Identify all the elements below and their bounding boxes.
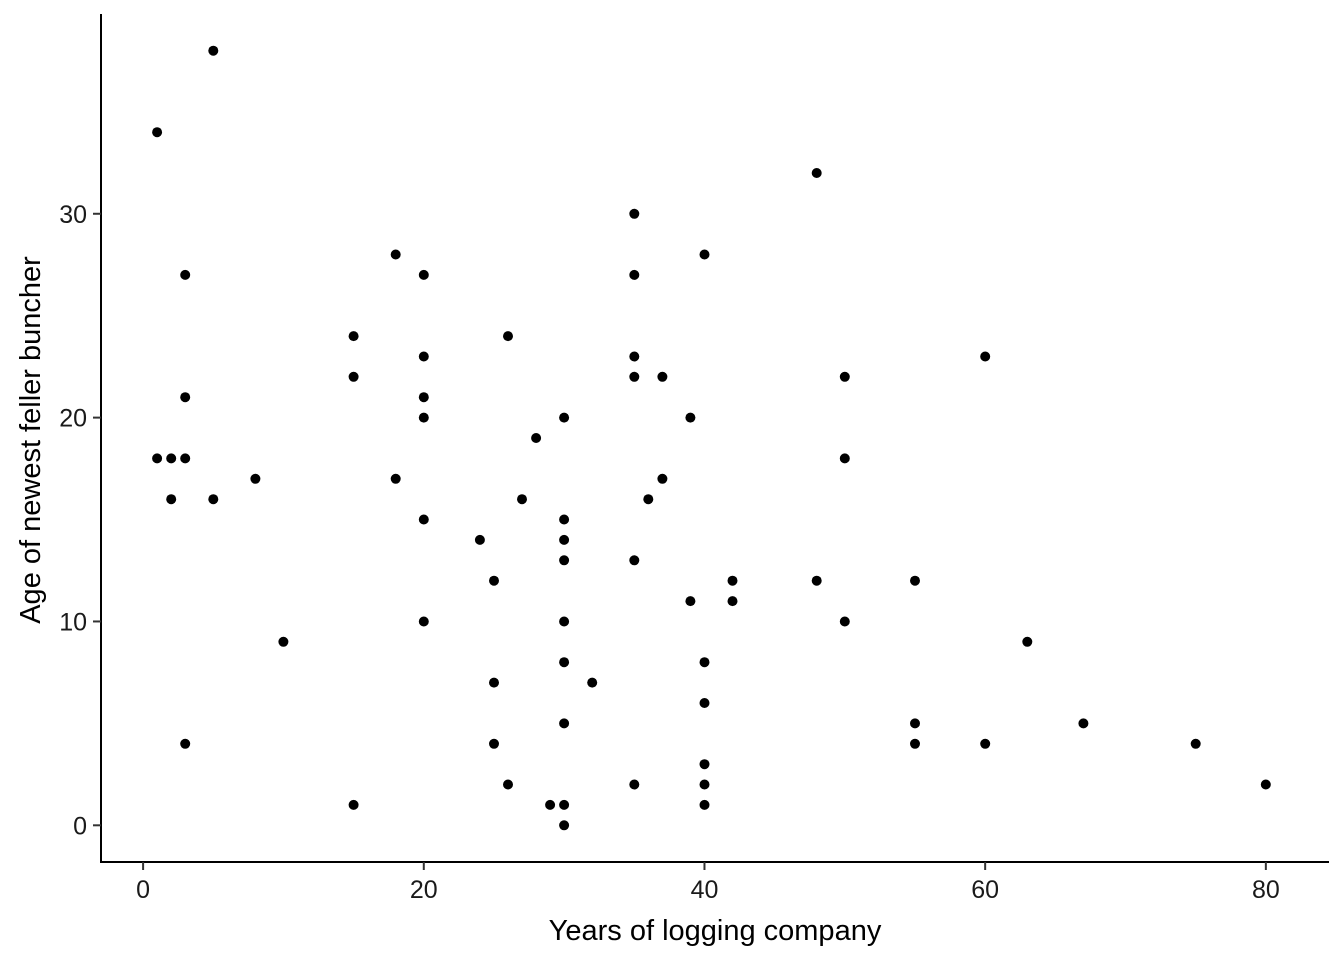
- data-point: [390, 249, 401, 260]
- data-point: [839, 371, 850, 382]
- data-point: [180, 392, 191, 403]
- y-tick-label: 0: [73, 812, 87, 840]
- y-tick-label: 20: [59, 405, 87, 433]
- data-point: [348, 331, 359, 342]
- data-point: [418, 616, 429, 627]
- data-point: [811, 168, 822, 178]
- data-point: [587, 677, 598, 688]
- data-point: [699, 698, 710, 708]
- data-point: [489, 575, 499, 586]
- data-point: [1078, 718, 1089, 729]
- data-point: [489, 677, 499, 688]
- data-point: [517, 494, 527, 505]
- data-point: [699, 799, 710, 810]
- data-point: [559, 412, 570, 423]
- data-point: [208, 45, 219, 56]
- data-point: [559, 534, 570, 545]
- data-point: [685, 596, 696, 607]
- x-tick-label: 40: [691, 876, 719, 904]
- y-axis-title: Age of newest feller buncher: [15, 256, 47, 624]
- points-layer: [152, 45, 1271, 831]
- data-point: [278, 636, 289, 647]
- data-point: [839, 453, 850, 464]
- data-point: [418, 514, 429, 525]
- data-point: [629, 269, 640, 280]
- x-tick-label: 80: [1252, 876, 1280, 904]
- data-point: [208, 494, 219, 505]
- data-point: [152, 453, 163, 464]
- data-point: [489, 738, 499, 749]
- data-point: [657, 371, 668, 382]
- data-point: [559, 820, 570, 831]
- data-point: [629, 555, 640, 566]
- x-tick-label: 20: [410, 876, 438, 904]
- data-point: [699, 249, 710, 260]
- data-point: [418, 392, 429, 403]
- data-point: [545, 799, 556, 810]
- data-point: [910, 738, 920, 749]
- data-point: [559, 514, 570, 525]
- data-point: [559, 657, 570, 668]
- data-point: [980, 351, 991, 362]
- data-point: [418, 412, 429, 423]
- data-point: [811, 575, 822, 586]
- data-point: [699, 779, 710, 790]
- data-point: [152, 127, 163, 138]
- data-point: [390, 473, 401, 484]
- data-point: [629, 779, 640, 790]
- data-point: [629, 208, 640, 219]
- data-point: [250, 473, 261, 484]
- data-point: [348, 799, 359, 810]
- data-point: [910, 575, 920, 586]
- data-point: [166, 494, 177, 505]
- data-point: [559, 799, 570, 810]
- x-axis-ticks: 0 20 40 60 80: [136, 862, 1280, 904]
- data-point: [657, 473, 668, 484]
- data-point: [1022, 636, 1033, 647]
- data-point: [180, 269, 191, 280]
- data-point: [699, 657, 710, 668]
- data-point: [559, 718, 570, 729]
- y-tick-label: 10: [59, 608, 87, 636]
- y-axis-ticks: 0 10 20 30: [59, 201, 101, 840]
- data-point: [839, 616, 850, 627]
- data-point: [531, 433, 542, 443]
- data-point: [699, 759, 710, 770]
- data-point: [348, 371, 359, 382]
- data-point: [503, 779, 513, 790]
- data-point: [180, 453, 191, 464]
- data-point: [559, 616, 570, 627]
- data-point: [1260, 779, 1271, 790]
- data-point: [629, 371, 640, 382]
- data-point: [629, 351, 640, 362]
- x-axis-title: Years of logging company: [549, 915, 882, 947]
- data-point: [1190, 738, 1201, 749]
- data-point: [418, 351, 429, 362]
- x-tick-label: 0: [136, 876, 150, 904]
- x-tick-label: 60: [971, 876, 999, 904]
- y-tick-label: 30: [59, 201, 87, 229]
- data-point: [727, 575, 738, 586]
- data-point: [166, 453, 177, 464]
- data-point: [503, 331, 513, 342]
- data-point: [980, 738, 991, 749]
- data-point: [643, 494, 654, 505]
- data-point: [559, 555, 570, 566]
- data-point: [180, 738, 191, 749]
- data-point: [474, 534, 485, 545]
- data-point: [418, 269, 429, 280]
- data-point: [910, 718, 920, 729]
- data-point: [727, 596, 738, 607]
- data-point: [685, 412, 696, 423]
